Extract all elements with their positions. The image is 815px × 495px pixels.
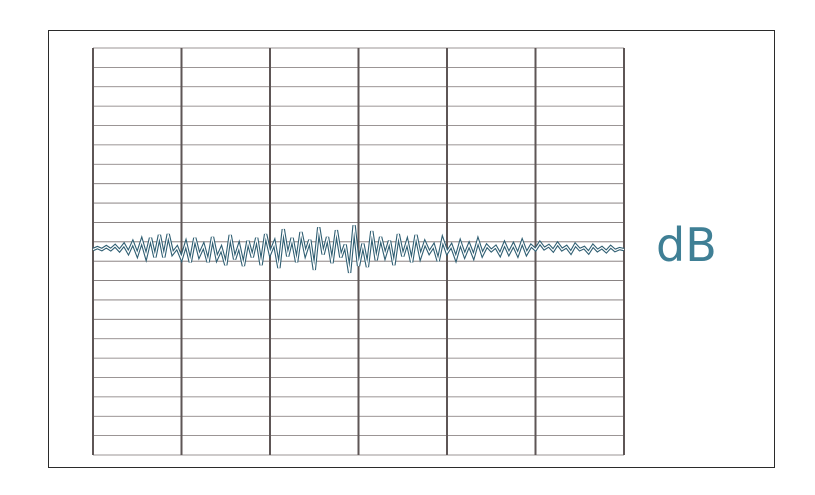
series-line-highlight: [92, 225, 625, 273]
chart-frame: [48, 30, 775, 468]
unit-label: dB: [656, 218, 717, 272]
signal-trace: [92, 225, 625, 274]
